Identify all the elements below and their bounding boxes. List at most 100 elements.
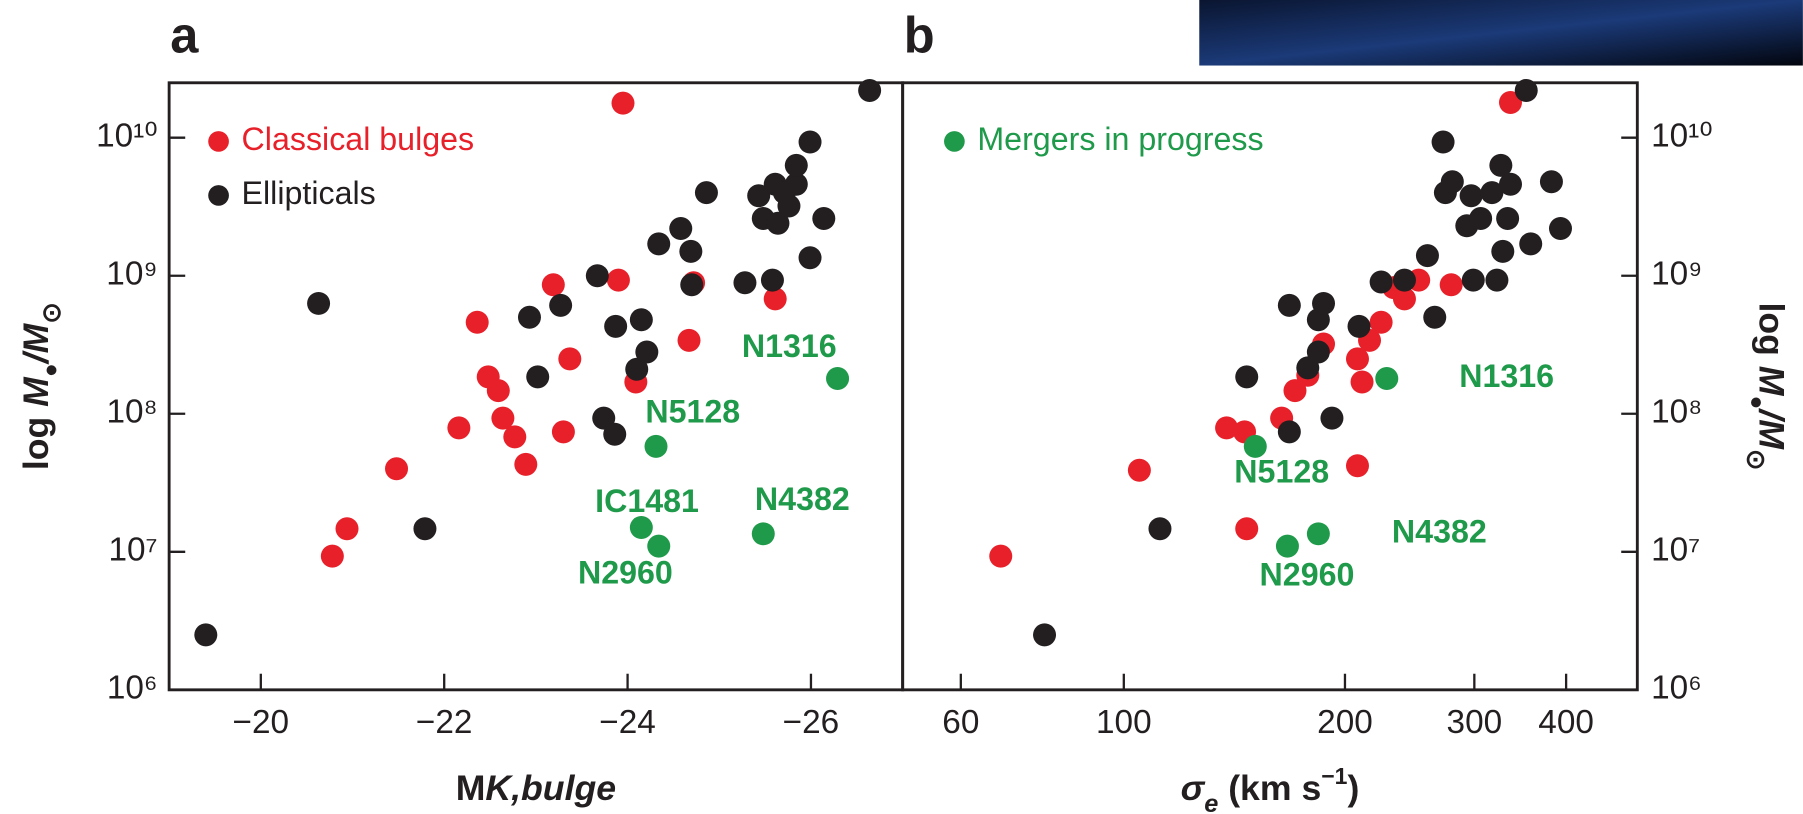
data-point [1127,458,1151,482]
data-point [826,367,850,391]
data-point [503,425,527,449]
data-point [647,232,671,256]
data-point [335,517,359,541]
x-label-part: (km s [1218,768,1321,808]
data-point [798,130,822,154]
x-tick-label: 100 [1096,704,1152,741]
data-point [1350,370,1374,394]
legend-marker [208,131,229,152]
data-point [486,379,510,403]
point-label: N2960 [578,554,673,590]
y-label-part: ⊙ [38,302,66,323]
data-point [1369,310,1393,334]
data-point [541,273,565,297]
data-point [1235,365,1259,389]
x-tick-label: 300 [1447,704,1503,741]
y-label-part: log [1751,302,1791,365]
data-point [606,268,630,292]
data-point [766,211,790,235]
data-point [1347,314,1371,338]
x-label-part: K,bulge [485,768,616,808]
data-point [1392,268,1416,292]
y-axis-label: log M●/M⊙ [17,302,66,470]
y-label-part: ● [37,363,63,377]
data-point [625,357,649,381]
y-tick-label: 10⁷ [108,532,157,569]
data-point [1496,206,1520,230]
x-label-part: ) [1347,768,1359,808]
data-point [1415,244,1439,268]
y-axis-label: log M●/M⊙ [1742,302,1791,470]
data-point [551,420,575,444]
data-point [1548,216,1572,240]
data-point [784,153,808,177]
data-point [526,365,550,389]
data-point [1480,181,1504,205]
x-tick-label: −22 [416,704,473,741]
data-point [1514,78,1538,102]
data-point [517,305,541,329]
data-point [491,406,515,430]
data-point [1539,170,1563,194]
y-tick-label: 10⁶ [107,670,158,707]
data-point [1491,239,1515,263]
y-tick-label: 10¹⁰ [1651,118,1713,155]
point-label: N1316 [742,328,837,364]
x-label-part: e [1204,790,1218,814]
data-point [447,416,471,440]
y-tick-label: 10⁹ [1651,256,1702,293]
legend-marker [208,185,229,206]
x-tick-label: 200 [1317,704,1373,741]
data-point [635,340,659,364]
x-tick-label: −24 [599,704,656,741]
x-axis-label: σe (km s−1) [1181,763,1360,814]
data-point [647,534,671,558]
panel-letter: a [170,6,199,63]
data-point [747,184,771,208]
data-point [1312,291,1336,315]
data-point [677,328,701,352]
data-point [549,293,573,317]
data-point [1148,517,1172,541]
point-label: N4382 [755,481,850,517]
data-point [592,406,616,430]
data-point [585,264,609,288]
data-point [629,308,653,332]
y-tick-label: 10⁸ [106,394,157,431]
data-point [1489,153,1513,177]
data-point [798,246,822,270]
data-point [1235,517,1259,541]
data-point [1431,130,1455,154]
x-label-part: M [456,768,486,808]
data-point [1485,268,1509,292]
legend-label: Ellipticals [242,175,376,211]
data-point [1369,270,1393,294]
data-point [1306,522,1330,546]
data-point [413,517,437,541]
y-label-part: ⊙ [1742,449,1770,470]
data-point [694,181,718,205]
data-point [733,271,757,295]
data-point [1519,232,1543,256]
data-point [777,194,801,218]
data-point [1439,273,1463,297]
data-point [320,544,344,568]
data-point [763,287,787,311]
data-point [1243,434,1267,458]
y-tick-label: 10⁸ [1651,394,1702,431]
point-label: N2960 [1260,557,1355,593]
x-axis-label: MK,bulge [456,768,616,808]
point-label: N4382 [1392,513,1487,549]
data-point [669,216,693,240]
data-point [1440,170,1464,194]
x-tick-label: 400 [1538,704,1594,741]
y-tick-label: 10⁷ [1651,532,1700,569]
data-point [751,522,775,546]
data-point [1345,454,1369,478]
data-point [760,268,784,292]
data-point [1459,184,1483,208]
data-point [514,452,538,476]
data-point [812,206,836,230]
x-label-part: σ [1181,768,1206,808]
data-point [1283,379,1307,403]
